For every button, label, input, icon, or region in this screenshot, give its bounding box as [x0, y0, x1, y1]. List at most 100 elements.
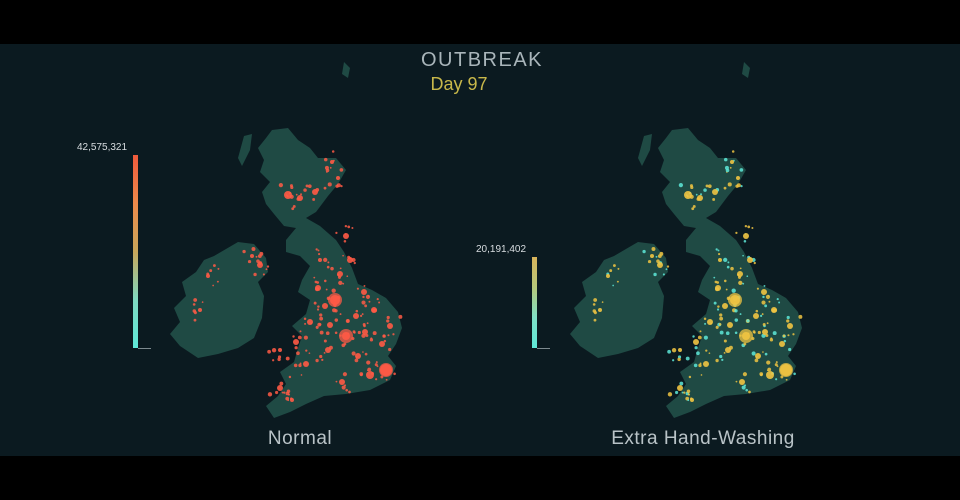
- hotspot-dot: [678, 182, 683, 188]
- hotspot-dot: [725, 347, 731, 353]
- hotspot-dot: [685, 356, 690, 361]
- hotspot-dot: [206, 274, 210, 278]
- hotspot-dot: [366, 322, 369, 325]
- hotspot-dot: [193, 298, 198, 302]
- hotspot-dot: [327, 182, 332, 187]
- hotspot-dot: [717, 249, 720, 252]
- hotspot-dot: [356, 287, 359, 290]
- city-hotspot: [739, 329, 753, 343]
- hotspot-dot: [755, 353, 761, 359]
- hotspot-dot: [359, 314, 363, 317]
- hotspot-dot: [256, 259, 260, 263]
- hotspot-dot: [698, 363, 702, 368]
- hotspot-dot: [361, 313, 364, 315]
- hotspot-dot: [699, 362, 702, 365]
- hotspot-dot: [308, 352, 311, 354]
- hotspot-dot: [198, 308, 202, 312]
- hotspot-dot: [293, 363, 298, 368]
- hotspot-dot: [606, 274, 610, 278]
- hotspot-dot: [336, 183, 341, 188]
- hotspot-dot: [285, 356, 290, 361]
- hotspot-dot: [761, 289, 767, 295]
- hotspot-dot: [694, 346, 698, 350]
- hotspot-dot: [742, 372, 747, 377]
- hotspot-dot: [765, 294, 771, 299]
- hotspot-dot: [353, 261, 356, 265]
- hotspot-dot: [277, 357, 281, 362]
- hotspot-dot: [292, 335, 295, 338]
- hotspot-dot: [351, 351, 356, 356]
- city-hotspot: [339, 329, 353, 343]
- hotspot-dot: [325, 331, 330, 336]
- hotspot-dot: [751, 226, 754, 230]
- hotspot-dot: [616, 280, 619, 283]
- uk-map-extra-hand-washing: [570, 62, 803, 418]
- hotspot-dot: [730, 160, 734, 164]
- hotspot-dot: [776, 297, 779, 301]
- day-counter: Day 97: [430, 74, 488, 94]
- hotspot-dot: [751, 351, 756, 356]
- hotspot-dot: [370, 337, 373, 340]
- hotspot-dot: [355, 353, 361, 359]
- hotspot-dot: [678, 348, 682, 352]
- hotspot-dot: [279, 381, 284, 386]
- hotspot-dot: [736, 176, 740, 180]
- hotspot-dot: [335, 380, 338, 383]
- hotspot-dot: [292, 204, 296, 208]
- hotspot-dot: [719, 316, 724, 321]
- hotspot-dot: [704, 322, 707, 325]
- hotspot-dot: [727, 261, 730, 264]
- hotspot-dot: [731, 150, 735, 153]
- normal-color-scale: [133, 155, 138, 348]
- hotspot-dot: [690, 398, 694, 402]
- hotspot-dot: [744, 224, 748, 228]
- hotspot-dot: [366, 369, 369, 372]
- hotspot-dot: [762, 322, 766, 326]
- hotspot-dot: [703, 335, 708, 340]
- hotspot-dot: [719, 330, 724, 335]
- hotspot-dot: [334, 318, 339, 322]
- hotspot-dot: [757, 330, 761, 335]
- hotspot-dot: [347, 225, 351, 229]
- hotspot-dot: [362, 351, 364, 353]
- hotspot-dot: [688, 375, 692, 379]
- hotspot-dot: [739, 313, 742, 316]
- hotspot-dot: [756, 287, 759, 290]
- hotspot-dot: [288, 375, 292, 379]
- hotspot-dot: [317, 305, 320, 308]
- handwash-scale-max-label: 20,191,402: [476, 244, 527, 255]
- hotspot-dot: [681, 391, 684, 394]
- hotspot-dot: [315, 325, 319, 329]
- hotspot-dot: [357, 330, 361, 335]
- hotspot-dot: [695, 193, 698, 196]
- hotspot-dot: [343, 233, 349, 239]
- hotspot-dot: [687, 393, 691, 396]
- hotspot-dot: [671, 348, 677, 353]
- normal-panel-label: Normal: [267, 428, 333, 449]
- hotspot-dot: [217, 267, 220, 270]
- hotspot-dot: [362, 329, 368, 335]
- hotspot-dot: [723, 279, 727, 283]
- hotspot-dot: [725, 331, 730, 336]
- hotspot-dot: [363, 284, 366, 287]
- hotspot-dot: [277, 385, 283, 391]
- hotspot-dot: [762, 329, 768, 335]
- hotspot-dot: [745, 388, 748, 392]
- hotspot-dot: [387, 323, 393, 329]
- hotspot-dot: [379, 341, 385, 347]
- hotspot-dot: [303, 317, 307, 321]
- hotspot-dot: [747, 257, 753, 263]
- hotspot-dot: [387, 334, 390, 337]
- hotspot-dot: [786, 319, 790, 323]
- hotspot-dot: [737, 271, 743, 277]
- hotspot-dot: [742, 254, 744, 257]
- hotspot-dot: [766, 322, 769, 325]
- hotspot-dot: [726, 265, 730, 269]
- hotspot-dot: [323, 279, 327, 283]
- hotspot-dot: [212, 284, 214, 287]
- hotspot-dot: [725, 288, 728, 291]
- hotspot-dot: [734, 318, 739, 322]
- hotspot-dot: [593, 318, 597, 322]
- hotspot-dot: [338, 280, 343, 286]
- hotspot-dot: [386, 319, 390, 323]
